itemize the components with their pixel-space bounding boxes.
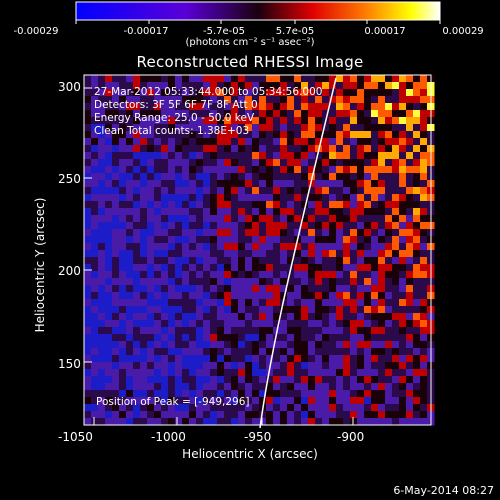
info-method-counts: Clean Total counts: 1.38E+03 [94, 125, 250, 137]
colorbar-units: (photons cm⁻² s⁻¹ asec⁻²) [185, 37, 315, 48]
y-tick-label: 250 [58, 172, 81, 186]
y-tick-label: 150 [58, 357, 81, 371]
x-tick-label: -1000 [151, 430, 186, 444]
info-energy-range: Energy Range: 25.0 - 50.0 keV [94, 112, 255, 124]
x-tick-label: -1050 [58, 430, 93, 444]
plot-frame [83, 74, 432, 426]
colorbar-tick-label: -5.7e-05 [203, 26, 245, 37]
footer-date: 6-May-2014 08:27 [393, 484, 494, 497]
info-detectors: Detectors: 3F 5F 6F 7F 8F Att 0 [94, 99, 258, 111]
colorbar-gradient [75, 1, 441, 24]
x-tick-label: -900 [337, 430, 365, 444]
x-axis-label: Heliocentric X (arcsec) [182, 447, 318, 461]
x-tick-label: -950 [244, 430, 272, 444]
colorbar-tick-label: 0.00029 [442, 26, 484, 37]
observation-info: 27-Mar-2012 05:33:44.000 to 05:34:56.000… [94, 86, 322, 138]
y-tick-label: 200 [58, 264, 81, 278]
peak-position: Position of Peak = [-949,296] [96, 396, 250, 408]
solar-limb-line [259, 77, 337, 429]
colorbar-tick-label: 5.7e-05 [275, 26, 315, 37]
y-axis-label: Heliocentric Y (arcsec) [33, 197, 47, 333]
image-pixels [84, 75, 435, 426]
colorbar-tick-label: 0.00017 [364, 26, 406, 37]
colorbar-tick-label: -0.00017 [123, 26, 169, 37]
info-time-range: 27-Mar-2012 05:33:44.000 to 05:34:56.000 [94, 86, 323, 98]
colorbar: -0.00029 -0.00017 -5.7e-05 5.7e-05 0.000… [0, 0, 500, 60]
colorbar-tick-label: -0.00029 [13, 26, 59, 37]
axis-ticks [84, 87, 354, 425]
image-title: Reconstructed RHESSI Image [136, 53, 364, 71]
y-tick-label: 300 [58, 80, 81, 94]
